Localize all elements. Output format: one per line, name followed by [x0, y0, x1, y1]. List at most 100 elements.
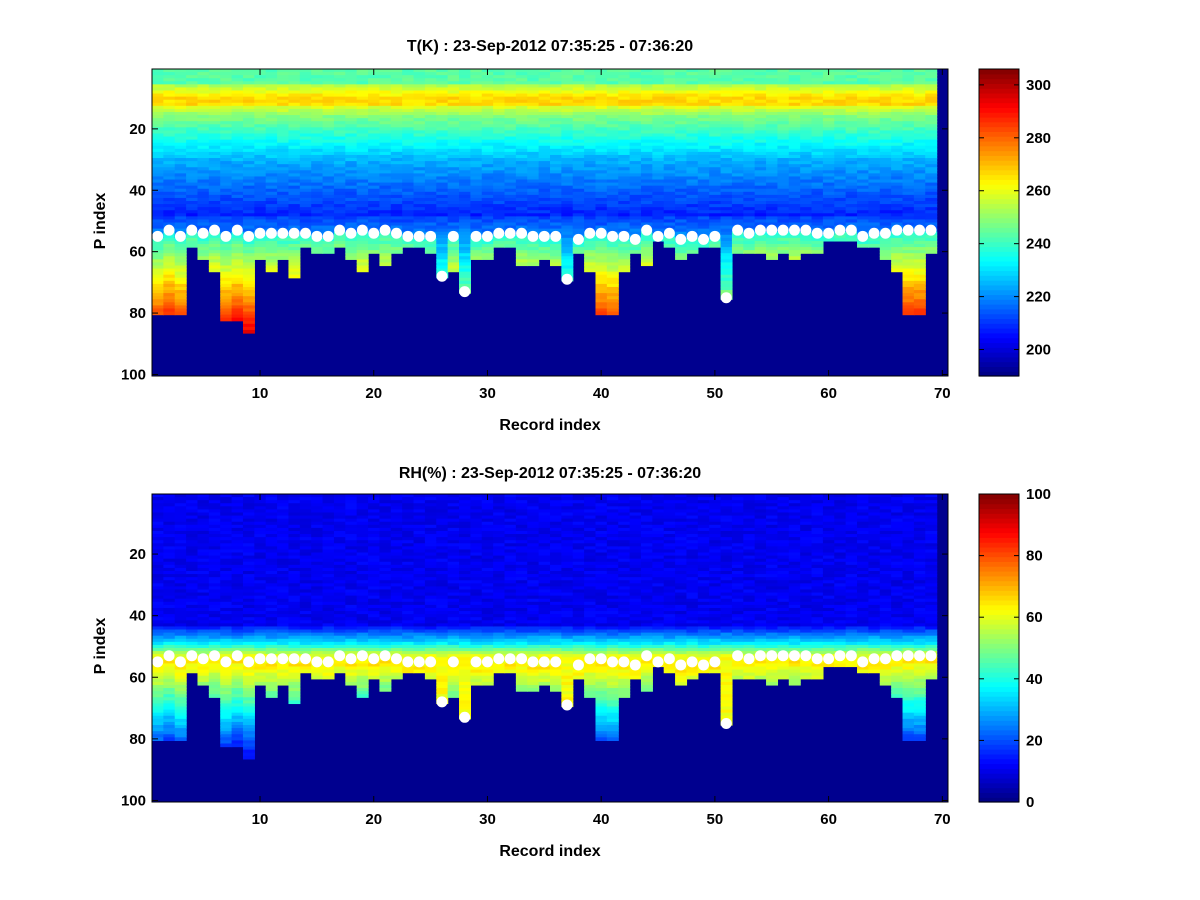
heatmap-cell — [902, 136, 915, 141]
heatmap-cell — [857, 142, 869, 147]
heatmap-cell — [515, 259, 528, 264]
heatmap-cell — [197, 72, 210, 76]
heatmap-cell — [675, 102, 688, 107]
heatmap-cell — [834, 182, 847, 187]
heatmap-cell — [174, 305, 187, 310]
heatmap-cell — [868, 204, 881, 208]
heatmap-cell — [720, 213, 733, 217]
heatmap-cell — [697, 142, 710, 147]
heatmap-cell — [311, 176, 324, 181]
heatmap-cell — [242, 317, 255, 322]
heatmap-cell — [197, 534, 210, 538]
heatmap-cell — [834, 124, 847, 128]
heatmap-cell — [447, 167, 460, 171]
heatmap-cell — [436, 99, 449, 104]
heatmap-cell — [242, 262, 255, 267]
heatmap-cell — [152, 700, 164, 705]
heatmap-cell — [913, 219, 926, 224]
heatmap-cell — [368, 127, 381, 131]
heatmap-cell — [322, 176, 335, 181]
heatmap-cell — [277, 191, 290, 196]
heatmap-cell — [925, 102, 938, 107]
heatmap-cell — [515, 115, 528, 119]
profile-marker — [345, 227, 357, 239]
heatmap-cell — [174, 607, 187, 612]
heatmap-cell — [743, 194, 756, 199]
heatmap-cell — [242, 93, 255, 98]
heatmap-cell — [390, 145, 403, 150]
heatmap-cell — [242, 99, 255, 104]
heatmap-cell — [231, 93, 244, 98]
heatmap-cell — [436, 136, 449, 141]
heatmap-cell — [186, 555, 199, 560]
heatmap-cell — [447, 154, 460, 159]
heatmap-cell — [333, 167, 346, 171]
heatmap-cell — [606, 164, 619, 168]
heatmap-cell — [731, 124, 744, 128]
heatmap-cell — [913, 256, 926, 260]
heatmap-cell — [311, 75, 324, 79]
heatmap-cell — [766, 154, 779, 159]
heatmap-cell — [299, 87, 312, 92]
heatmap-cell — [379, 72, 392, 76]
heatmap-cell — [322, 228, 335, 233]
heatmap-cell — [891, 191, 904, 196]
heatmap-cell — [652, 148, 665, 153]
heatmap-cell — [754, 84, 767, 89]
heatmap-cell — [709, 111, 722, 116]
heatmap-cell — [277, 72, 290, 76]
heatmap-cell — [470, 240, 483, 245]
heatmap-cell — [265, 118, 278, 122]
heatmap-cell — [811, 158, 824, 162]
heatmap-cell — [277, 185, 290, 190]
heatmap-cell — [220, 139, 233, 144]
heatmap-cell — [845, 69, 858, 73]
heatmap-cell — [720, 277, 733, 282]
heatmap-cell — [152, 305, 164, 310]
heatmap-cell — [675, 179, 688, 184]
heatmap-cell — [868, 78, 881, 82]
heatmap-cell — [811, 194, 824, 199]
heatmap-cell — [925, 219, 938, 224]
heatmap-cell — [595, 118, 608, 122]
heatmap-cell — [345, 247, 358, 251]
heatmap-cell — [424, 179, 437, 184]
heatmap-cell — [891, 108, 904, 113]
heatmap-cell — [584, 194, 597, 199]
heatmap-cell — [515, 256, 528, 260]
heatmap-cell — [618, 268, 631, 273]
heatmap-cell — [834, 213, 847, 217]
heatmap-cell — [857, 99, 869, 104]
heatmap-cell — [754, 151, 767, 156]
heatmap-cell — [595, 84, 608, 89]
heatmap-cell — [186, 632, 199, 637]
heatmap-cell — [436, 81, 449, 85]
heatmap-cell — [663, 115, 676, 119]
heatmap-cell — [493, 142, 506, 147]
heatmap-cell — [595, 225, 608, 230]
heatmap-cell — [515, 142, 528, 147]
heatmap-cell — [720, 154, 733, 159]
heatmap-cell — [743, 124, 756, 128]
heatmap-cell — [686, 216, 699, 221]
heatmap-cell — [493, 204, 506, 208]
heatmap-cell — [254, 213, 267, 217]
heatmap-cell — [174, 115, 187, 119]
heatmap-cell — [686, 133, 699, 138]
heatmap-cell — [845, 148, 858, 153]
heatmap-cell — [629, 185, 642, 190]
heatmap-cell — [731, 102, 744, 107]
heatmap-cell — [606, 127, 619, 131]
heatmap-cell — [174, 247, 187, 251]
heatmap-cell — [527, 182, 540, 187]
heatmap-cell — [754, 185, 767, 190]
heatmap-cell — [152, 500, 164, 504]
heatmap-cell — [527, 121, 540, 125]
heatmap-cell — [481, 142, 494, 147]
heatmap-cell — [902, 188, 915, 193]
heatmap-cell — [163, 688, 176, 692]
heatmap-cell — [777, 102, 790, 107]
heatmap-cell — [402, 111, 415, 116]
heatmap-cell — [720, 173, 733, 178]
heatmap-cell — [618, 151, 631, 156]
